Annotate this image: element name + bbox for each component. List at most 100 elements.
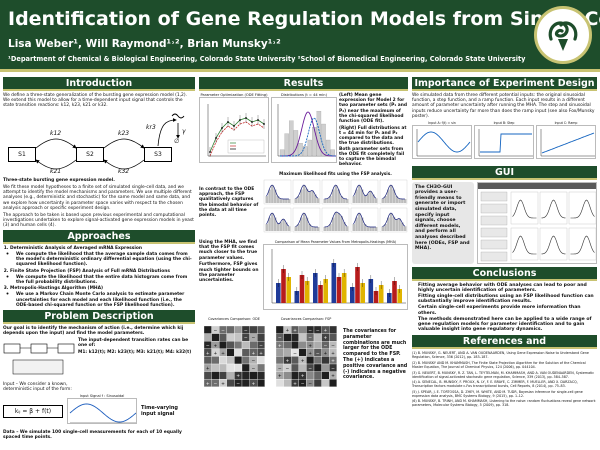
svg-text:−: − bbox=[286, 367, 290, 372]
reference-item: (5) J. SPEAR, J. E. TORTOSSA, D. ZHEY, M… bbox=[412, 389, 583, 398]
svg-text:−: − bbox=[308, 382, 312, 387]
intro-paragraph-3: The approach to be taken is based upon p… bbox=[3, 212, 194, 229]
design-plots: Input A: f(t) = sin Input B: Step Input … bbox=[412, 121, 597, 163]
mha-bar-chart bbox=[263, 244, 408, 311]
cov-ode-matrix: − − −− −− + −+ + + + +−+ −++ − + − + bbox=[203, 325, 265, 387]
intro-paragraph-2: We fit these model hypotheses to a finit… bbox=[3, 185, 192, 211]
results-text-1: (Left) Mean gene expression for Model 2 … bbox=[339, 93, 407, 169]
input-row: kᵢⱼ = β + f(t) Input Signal f : Sinusoid… bbox=[3, 394, 195, 428]
model-diagram: S1 S2 S3 k12 k21 k23 k32 kr3 γ ∅ bbox=[6, 110, 192, 176]
rate-kr3: kr3 bbox=[146, 124, 156, 132]
left-column: Introduction We define a three-state gen… bbox=[3, 77, 195, 447]
results-heading: Results bbox=[199, 77, 408, 91]
reference-item: (2) B. MUNSKY AND M. KHAMMASH, The Finit… bbox=[412, 361, 586, 370]
problem-goal: Our goal is to identify the mechanism of… bbox=[3, 326, 184, 337]
distribution-plot bbox=[271, 97, 337, 163]
ode-fit-figure: Parameter Optimization (ODE Fitting) bbox=[199, 93, 269, 169]
rate-k32: k32 bbox=[118, 168, 130, 176]
svg-text:+: + bbox=[206, 350, 210, 356]
input-note: Input – We consider a known, determinist… bbox=[3, 382, 72, 393]
svg-text:−: − bbox=[214, 382, 218, 387]
svg-text:−: − bbox=[316, 329, 320, 334]
diagram-caption: Three-state bursting gene expression mod… bbox=[3, 178, 115, 184]
design-plot-a: Input A: f(t) = sin bbox=[412, 121, 472, 163]
poster-authors: Lisa Weber¹, Will Raymond¹˒², Brian Muns… bbox=[8, 38, 281, 50]
svg-text:−: − bbox=[308, 329, 312, 334]
cov-fsp-figure: Covariances Comparison: FSP + + − − + − − + + + − −… bbox=[271, 317, 341, 395]
design-paragraph: We simulated data from three different p… bbox=[412, 93, 595, 119]
input-formula: kᵢⱼ = β + f(t) bbox=[3, 404, 63, 418]
mha-text-1: Using the MHA, we find that the FSP fit … bbox=[199, 240, 258, 261]
gui-section: The CH3O-GUI provides a user-friendly me… bbox=[412, 181, 597, 264]
conclusions-heading: Conclusions bbox=[412, 266, 597, 281]
results-row-2: In contrast to the ODE approach, the FSP… bbox=[199, 171, 408, 238]
reference-item: (1) B. MUNSKY, G. NEUERT, AND A. VAN OUD… bbox=[412, 351, 589, 360]
design-heading: Importance of Experiment Design bbox=[412, 77, 597, 91]
svg-text:+: + bbox=[278, 343, 282, 349]
rates-intro: The input-dependent transition rates can… bbox=[78, 338, 189, 349]
svg-text:−: − bbox=[259, 344, 263, 349]
results-row-4: Covariances Comparison: ODE − − − − − − + − + + + +… bbox=[199, 317, 408, 395]
svg-text:+: + bbox=[331, 358, 335, 364]
state-s2: S2 bbox=[76, 147, 104, 163]
poster-affiliations: ¹Department of Chemical & Biological Eng… bbox=[8, 55, 526, 63]
approach-item: Deterministic Analysis of Averaged mRNA … bbox=[10, 246, 195, 268]
approach-item: Metropolis-Hastings Algorithm (MHA) We u… bbox=[10, 286, 195, 308]
svg-text:+: + bbox=[206, 366, 210, 372]
mha-figure: Comparison of Mean Parameter Values From… bbox=[263, 240, 408, 314]
approaches-heading: Approaches bbox=[3, 229, 195, 244]
svg-text:+: + bbox=[286, 328, 290, 334]
input-plot-title: Input Signal f : Sinusoidal bbox=[79, 394, 125, 399]
approach-desc: We use a Markov Chain Monte Carlo analys… bbox=[16, 292, 195, 308]
input-plot: Input Signal f : Sinusoidal bbox=[67, 394, 137, 428]
approach-item: Finite State Projection (FSP) Analysis o… bbox=[10, 269, 195, 286]
gui-description: The CH3O-GUI provides a user-friendly me… bbox=[415, 184, 470, 252]
ram-logo-icon bbox=[539, 11, 587, 59]
svg-text:−: − bbox=[293, 351, 297, 356]
svg-text:−: − bbox=[252, 367, 256, 372]
intro-paragraph-1: We define a three-state generalization o… bbox=[3, 93, 187, 109]
approach-desc: We compute the likelihood that the avera… bbox=[16, 252, 195, 268]
distribution-title: Distributions (t = 44 min) bbox=[281, 93, 327, 97]
fsp-fit-grid bbox=[263, 179, 408, 233]
gui-heading: GUI bbox=[412, 165, 597, 180]
poster-title: Identification of Gene Regulation Models… bbox=[8, 8, 600, 30]
problem-diagram bbox=[3, 343, 75, 375]
fsp-fit-title: Maximum likelihood fits using the FSP an… bbox=[279, 171, 392, 177]
cov-ode-title: Covariances Comparison: ODE bbox=[208, 317, 260, 322]
diagram-arrows bbox=[35, 113, 185, 170]
conclusion-item: Fitting single-cell distributions using … bbox=[418, 294, 597, 304]
design-plot-c: Input C: Ramp bbox=[536, 121, 596, 163]
rate-gamma: γ bbox=[182, 128, 186, 136]
poster-header: Identification of Gene Regulation Models… bbox=[0, 0, 600, 72]
introduction-heading: Introduction bbox=[3, 77, 195, 91]
svg-text:−: − bbox=[278, 336, 282, 341]
svg-text:+: + bbox=[308, 350, 312, 356]
results-right-text: (Right) Full distributions at t = 44 min… bbox=[339, 125, 407, 168]
svg-text:+: + bbox=[286, 358, 290, 364]
input-plot-label: Time-varying input signal bbox=[141, 405, 179, 418]
svg-text:+: + bbox=[301, 358, 305, 364]
svg-text:+: + bbox=[252, 350, 256, 356]
mha-text-2: Furthermore, FSP gives much tighter boun… bbox=[199, 262, 259, 284]
design-plot-b: Input B: Step bbox=[474, 121, 534, 163]
gui-screenshot bbox=[477, 181, 597, 264]
svg-text:+: + bbox=[236, 373, 240, 379]
svg-text:−: − bbox=[214, 329, 218, 334]
results-row-1: Parameter Optimization (ODE Fitting) Dis… bbox=[199, 93, 408, 169]
svg-text:+: + bbox=[331, 373, 335, 379]
fsp-fit-figure: Maximum likelihood fits using the FSP an… bbox=[263, 171, 408, 238]
conclusion-item: The methods demonstrated here can be app… bbox=[418, 317, 597, 333]
rates-list: M1: k12(t); M2: k23(t); M3: k21(t); M4: … bbox=[78, 350, 192, 356]
svg-text:−: − bbox=[331, 344, 335, 349]
results-left-text: (Left) Mean gene expression for Model 2 … bbox=[339, 93, 407, 125]
svg-text:−: − bbox=[331, 367, 335, 372]
fsp-contrast-text: In contrast to the ODE approach, the FSP… bbox=[199, 187, 259, 219]
conclusion-item: Fitting average behavior with ODE analys… bbox=[418, 283, 597, 293]
svg-text:+: + bbox=[259, 350, 263, 356]
svg-text:+: + bbox=[252, 381, 256, 387]
svg-text:+: + bbox=[206, 381, 210, 387]
svg-text:+: + bbox=[293, 328, 297, 334]
svg-text:−: − bbox=[221, 329, 225, 334]
svg-text:+: + bbox=[308, 343, 312, 349]
